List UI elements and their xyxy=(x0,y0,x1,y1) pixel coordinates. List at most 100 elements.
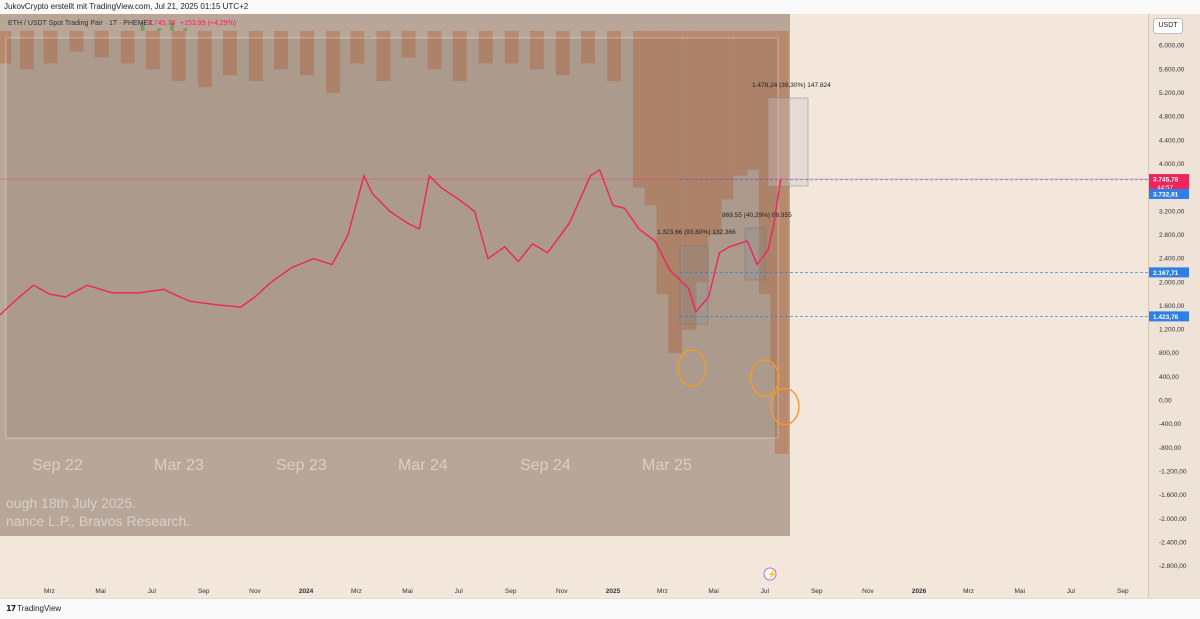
badge-last-bg xyxy=(1149,174,1189,193)
annotation-circles xyxy=(677,349,800,426)
green-volume-bars xyxy=(124,22,385,41)
volume-bar xyxy=(376,30,391,82)
x-tick-label: Sep xyxy=(811,588,823,595)
volume-bar xyxy=(69,30,84,52)
x-tick-label: Mai xyxy=(402,588,412,595)
volume-bar xyxy=(145,30,160,70)
volume-bar xyxy=(504,30,519,64)
y-tick-label: 4.800,00 xyxy=(1159,114,1185,121)
y-tick-label: 1.600,00 xyxy=(1159,303,1185,310)
volume-bar xyxy=(274,30,289,70)
volume-bar xyxy=(632,30,647,188)
volume-bar xyxy=(0,30,12,64)
overlay-x-label: Sep 23 xyxy=(276,457,327,474)
green-bar xyxy=(124,30,129,32)
x-tick-label: 2024 xyxy=(299,588,314,595)
badge-blue-3: 1.423,76 xyxy=(1153,314,1179,321)
overlay-x-label: Mar 25 xyxy=(642,457,692,474)
horizontal-lines xyxy=(0,178,1148,317)
green-bar xyxy=(157,27,162,31)
volume-bar xyxy=(606,30,621,82)
volume-bar xyxy=(694,30,709,283)
x-tick-label: Mai xyxy=(95,588,105,595)
annotation-circle xyxy=(770,387,800,426)
volume-bar xyxy=(707,30,722,235)
volume-bars xyxy=(0,30,789,454)
y-tick-label: 3.200,00 xyxy=(1159,208,1185,215)
y-tick-label: -1.200,00 xyxy=(1159,469,1187,476)
volume-bar xyxy=(350,30,365,64)
measure-label-3: 1.478,24 (39,30%) 147.824 xyxy=(752,82,831,89)
y-tick-label: 5.200,00 xyxy=(1159,90,1185,97)
badge-blue-3-bg xyxy=(1149,311,1189,322)
x-tick-label: Mai xyxy=(708,588,718,595)
volume-bar xyxy=(222,30,237,76)
volume-bar xyxy=(555,30,570,76)
volume-bar xyxy=(644,30,659,206)
badge-last: 3.745,78 xyxy=(1153,177,1179,184)
x-tick-label: 2025 xyxy=(606,588,621,595)
overlay-x-label: Sep 22 xyxy=(32,457,83,474)
x-tick-label: Mrz xyxy=(44,588,55,595)
y-tick-label: -2.400,00 xyxy=(1159,540,1187,547)
symbol-legend: ETH / USDT Spot Trading Pair · 1T · PHEM… xyxy=(8,20,153,27)
green-bar xyxy=(366,36,371,38)
y-tick-label: 400,00 xyxy=(1159,374,1179,381)
x-tick-label: Jul xyxy=(148,588,157,595)
window-title-bar: JukovCrypto erstellt mit TradingView.com… xyxy=(0,0,1200,14)
y-tick-label: -2.800,00 xyxy=(1159,563,1187,570)
volume-bar xyxy=(427,30,442,70)
volume-bar xyxy=(745,30,760,170)
volume-bar xyxy=(733,30,748,176)
measure-label-2: 869,55 (40,29%) 86.955 xyxy=(722,212,792,219)
y-tick-label: -800,00 xyxy=(1159,445,1181,452)
tradingview-brand: TradingView xyxy=(17,604,62,613)
x-tick-label: Sep xyxy=(1117,588,1129,595)
badge-blue-2-bg xyxy=(1149,267,1189,278)
y-tick-label: 5.600,00 xyxy=(1159,66,1185,73)
volume-bar xyxy=(326,30,341,93)
x-axis-ticks: Mrz Mai Jul Sep Nov 2024 Mrz Mai Jul Sep Nov 2025 Mr… xyxy=(44,588,1129,595)
badge-blue-1-bg xyxy=(1149,189,1189,200)
legend-change: +153,99 (+4,29%) xyxy=(180,20,236,27)
x-tick-label: Mrz xyxy=(657,588,668,595)
volume-bar xyxy=(529,30,544,70)
overlay-caption-2: nance L.P., Bravos Research. xyxy=(6,513,190,529)
y-tick-label: -2.000,00 xyxy=(1159,516,1187,523)
volume-bar xyxy=(656,30,671,295)
badge-countdown: 44:57 xyxy=(1157,185,1174,192)
volume-bar xyxy=(774,30,789,454)
price-axis[interactable]: 6.000,00 5.600,00 5.200,00 4.800,00 4.400,00… xyxy=(1148,14,1200,598)
x-tick-label: Sep xyxy=(505,588,517,595)
x-tick-label: Nov xyxy=(249,588,261,595)
x-tick-label: Mai xyxy=(1014,588,1024,595)
chart-area[interactable]: Sep 22 Mar 23 Sep 23 Mar 24 Sep 24 Mar 25 oug… xyxy=(0,14,1148,598)
window-title: JukovCrypto erstellt mit TradingView.com… xyxy=(4,2,249,11)
y-tick-label: 2.800,00 xyxy=(1159,232,1185,239)
volume-bar xyxy=(19,30,34,70)
x-tick-label: 2026 xyxy=(912,588,927,595)
volume-bar xyxy=(248,30,263,82)
overlay-panel xyxy=(0,14,790,536)
svg-text:⚡: ⚡ xyxy=(767,569,777,579)
volume-bar xyxy=(94,30,109,58)
y-tick-label: 2.400,00 xyxy=(1159,256,1185,263)
x-tick-label: Nov xyxy=(556,588,568,595)
volume-bar xyxy=(171,30,186,82)
bottom-bar: 17 TradingView xyxy=(0,598,1200,619)
y-tick-label: 1.200,00 xyxy=(1159,327,1185,334)
currency-button[interactable]: USDT xyxy=(1153,18,1183,34)
badge-blue-2: 2.167,71 xyxy=(1153,270,1179,277)
volume-bar xyxy=(401,30,416,58)
volume-bar xyxy=(43,30,58,64)
x-tick-label: Sep xyxy=(198,588,210,595)
y-tick-label: 4.000,00 xyxy=(1159,161,1185,168)
badge-blue-1: 3.732,91 xyxy=(1153,192,1179,199)
volume-bar xyxy=(478,30,493,64)
tradingview-logo[interactable]: 17 TradingView xyxy=(6,604,61,613)
x-tick-label: Jul xyxy=(1067,588,1076,595)
overlay-x-labels: Sep 22 Mar 23 Sep 23 Mar 24 Sep 24 Mar 25 xyxy=(32,457,692,474)
overlay-x-label: Mar 23 xyxy=(154,457,204,474)
overlay-x-label: Mar 24 xyxy=(398,457,448,474)
lightning-icon[interactable]: ⚡ xyxy=(763,567,777,581)
